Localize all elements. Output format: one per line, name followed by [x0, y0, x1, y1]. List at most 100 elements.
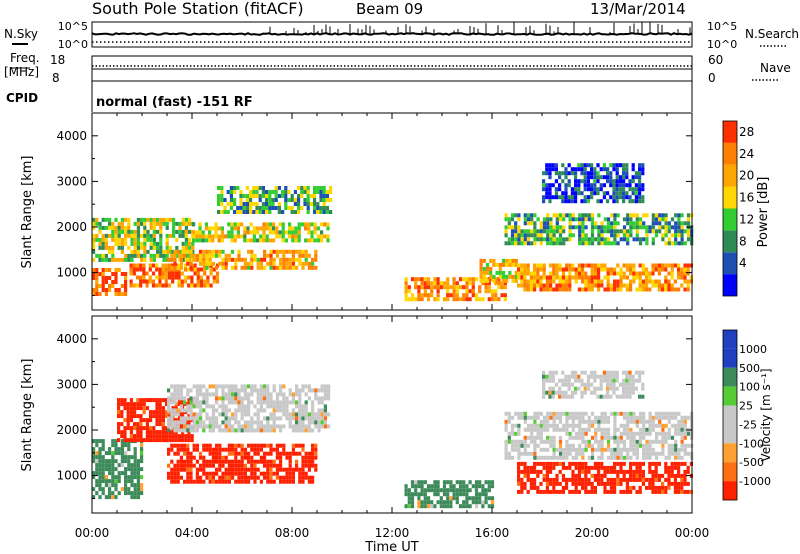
heatmap-cell — [104, 241, 108, 246]
heatmap-cell — [568, 229, 572, 234]
heatmap-cell — [127, 253, 131, 258]
heatmap-cell — [250, 447, 254, 452]
heatmap-cell — [307, 428, 311, 433]
heatmap-cell — [683, 271, 687, 276]
heatmap-cell — [291, 230, 295, 235]
heatmap-cell — [606, 167, 610, 172]
heatmap-cell — [205, 471, 209, 476]
heatmap-cell — [638, 195, 642, 200]
heatmap-cell — [683, 431, 687, 436]
heatmap-cell — [505, 278, 509, 283]
heatmap-cell — [465, 504, 469, 509]
heatmap-cell — [645, 287, 649, 292]
heatmap-cell — [120, 245, 124, 250]
heatmap-cell — [631, 382, 635, 387]
heatmap-cell — [211, 416, 215, 421]
heatmap-cell — [654, 469, 658, 474]
heatmap-cell — [278, 222, 282, 227]
heatmap-cell — [674, 241, 678, 246]
heatmap-cell — [101, 463, 105, 468]
heatmap-cell — [211, 463, 215, 468]
heatmap-cell — [670, 263, 674, 268]
heatmap-cell — [127, 221, 131, 226]
heatmap-cell — [311, 388, 315, 393]
heatmap-cell — [561, 287, 565, 292]
heatmap-cell — [199, 408, 203, 413]
heatmap-cell — [686, 213, 691, 218]
heatmap-cell — [139, 275, 143, 280]
heatmap-cell — [266, 404, 270, 409]
heatmap-cell — [202, 392, 206, 397]
heatmap-cell — [613, 233, 617, 238]
heatmap-cell — [189, 475, 193, 480]
heatmap-cell — [217, 234, 221, 239]
heatmap-cell — [632, 415, 636, 420]
heatmap-cell — [407, 504, 411, 509]
heatmap-cell — [677, 267, 681, 272]
heatmap-cell — [514, 423, 518, 428]
heatmap-cell — [317, 412, 321, 417]
heatmap-cell — [181, 245, 185, 250]
heatmap-cell — [615, 386, 619, 391]
heatmap-cell — [517, 237, 521, 242]
heatmap-cell — [526, 473, 530, 478]
heatmap-cell — [626, 435, 630, 440]
heatmap-cell — [202, 384, 206, 389]
heatmap-cell — [548, 183, 552, 188]
heatmap-cell — [670, 481, 674, 486]
heatmap-cell — [202, 479, 206, 484]
heatmap-cell — [568, 443, 572, 448]
heatmap-cell — [510, 447, 515, 452]
heatmap-cell — [98, 221, 102, 226]
heatmap-cell — [179, 396, 183, 401]
heatmap-cell — [612, 390, 616, 395]
heatmap-cell — [628, 390, 632, 395]
heatmap-cell — [133, 471, 137, 476]
heatmap-cell — [133, 426, 137, 431]
heatmap-cell — [170, 392, 174, 397]
heatmap-cell — [449, 484, 453, 489]
heatmap-cell — [316, 202, 320, 206]
heatmap-cell — [602, 183, 606, 188]
heatmap-cell — [111, 471, 115, 476]
heatmap-cell — [577, 489, 581, 494]
heatmap-cell — [600, 435, 604, 440]
heatmap-cell — [593, 283, 597, 288]
heatmap-cell — [468, 277, 472, 282]
heatmap-cell — [603, 415, 607, 420]
noise-sky-trace — [91, 32, 693, 36]
heatmap-cell — [158, 418, 162, 423]
heatmap-cell — [586, 171, 590, 176]
heatmap-cell — [546, 435, 550, 440]
heatmap-cell — [172, 217, 176, 222]
heatmap-cell — [155, 283, 159, 288]
heatmap-cell — [632, 447, 636, 452]
heatmap-cell — [195, 412, 199, 417]
heatmap-cell — [240, 412, 244, 417]
heatmap-cell — [590, 411, 595, 416]
heatmap-cell — [279, 463, 283, 468]
heatmap-cell — [613, 461, 617, 466]
heatmap-cell — [294, 226, 298, 231]
heatmap-cell — [108, 249, 112, 254]
heatmap-cell — [492, 274, 496, 279]
heatmap-cell — [526, 423, 531, 428]
heatmap-cell — [319, 210, 323, 214]
heatmap-cell — [301, 408, 305, 413]
heatmap-cell — [642, 451, 646, 456]
heatmap-cell — [320, 412, 324, 417]
heatmap-cell — [130, 475, 134, 480]
heatmap-cell — [298, 479, 302, 484]
heatmap-cell — [259, 428, 263, 433]
heatmap-cell — [143, 233, 147, 238]
heatmap-cell — [199, 412, 203, 417]
heatmap-cell — [215, 467, 219, 472]
heatmap-cell — [482, 278, 486, 283]
heatmap-cell — [417, 277, 421, 282]
heatmap-cell — [523, 461, 527, 466]
heatmap-cell — [285, 412, 289, 417]
heatmap-cell — [92, 475, 96, 480]
heatmap-cell — [268, 198, 272, 202]
heatmap-cell — [581, 469, 585, 474]
heatmap-cell — [240, 447, 244, 452]
